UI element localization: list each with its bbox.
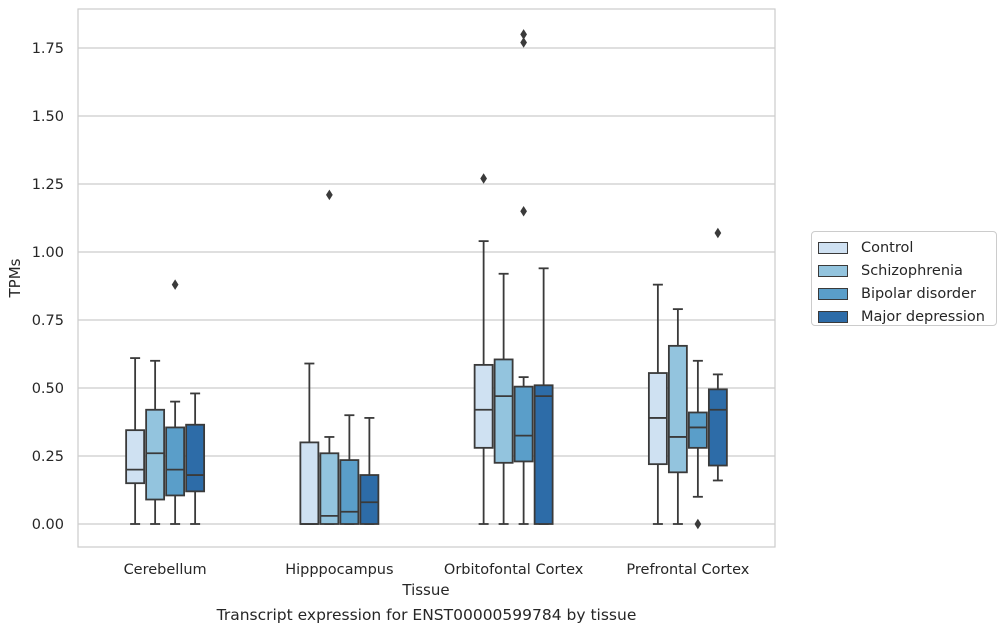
- outlier-point: [326, 189, 333, 201]
- y-tick-label: 1.50: [32, 109, 64, 125]
- legend-label: Control: [861, 239, 914, 256]
- x-axis-label: Tissue: [401, 581, 449, 599]
- outlier-point: [520, 37, 527, 48]
- y-tick-label: 0.75: [32, 313, 64, 329]
- box-body: [473, 363, 494, 449]
- box-body: [667, 344, 688, 474]
- box-groups: [125, 29, 728, 530]
- legend-swatch: [818, 264, 848, 277]
- legend: Control Schizophrenia Bipolar disorder Majo…: [811, 231, 997, 326]
- x-tick-label: Prefrontal Cortex: [626, 562, 749, 578]
- y-tick-label: 1.75: [32, 41, 64, 57]
- outlier-point: [480, 173, 487, 184]
- legend-swatch: [818, 287, 848, 300]
- box-major-depression: [359, 417, 380, 525]
- box-body: [319, 452, 340, 525]
- legend-item: Bipolar disorder: [812, 282, 996, 305]
- legend-swatch: [818, 241, 848, 254]
- box-body: [145, 408, 166, 501]
- plot-frame: [77, 8, 776, 548]
- box-body: [687, 411, 708, 449]
- outlier-point: [520, 29, 527, 40]
- box-control: [299, 362, 320, 525]
- box-schizophrenia: [493, 272, 514, 525]
- box-schizophrenia: [145, 359, 166, 525]
- box-major-depression: [185, 392, 206, 525]
- legend-label: Schizophrenia: [861, 262, 963, 279]
- legend-swatch: [818, 310, 848, 323]
- outlier-point: [171, 279, 179, 290]
- y-tick-label: 1.00: [32, 245, 64, 261]
- legend-label: Major depression: [861, 308, 985, 325]
- box-major-depression: [533, 267, 554, 525]
- box-body: [533, 384, 554, 525]
- box-schizophrenia: [667, 308, 688, 525]
- outlier-point: [714, 227, 722, 239]
- outlier-point: [694, 518, 702, 530]
- y-tick-label: 1.25: [32, 177, 64, 193]
- x-tick-label: Orbitofontal Cortex: [444, 562, 584, 578]
- legend-item: Control: [812, 236, 996, 259]
- y-tick-label: 0.00: [32, 517, 64, 533]
- box-body: [493, 358, 514, 464]
- box-body: [513, 385, 534, 463]
- x-axis-ticks: Cerebellum Hipppocampus Orbitofontal Corte…: [124, 562, 750, 578]
- box-body: [707, 388, 728, 467]
- figure-caption: Transcript expression for ENST0000059978…: [216, 606, 637, 624]
- box-control: [125, 357, 146, 525]
- box-body: [125, 429, 146, 485]
- legend-label: Bipolar disorder: [861, 285, 976, 302]
- box-bipolar-disorder: [339, 414, 360, 525]
- legend-item: Schizophrenia: [812, 259, 996, 282]
- box-bipolar-disorder: [513, 29, 534, 525]
- y-tick-label: 0.50: [32, 381, 64, 397]
- box-bipolar-disorder: [165, 279, 186, 525]
- y-axis-label: TPMs: [6, 258, 24, 298]
- box-body: [165, 426, 186, 497]
- y-axis-ticks: 0.00 0.25 0.50 0.75 1.00 1.25 1.50 1.75: [32, 41, 64, 533]
- y-tick-label: 0.25: [32, 449, 64, 465]
- box-major-depression: [707, 227, 728, 482]
- box-body: [339, 459, 360, 525]
- legend-item: Major depression: [812, 305, 996, 328]
- x-tick-label: Cerebellum: [124, 562, 207, 578]
- box-schizophrenia: [319, 189, 340, 525]
- box-body: [185, 423, 206, 493]
- box-body: [299, 441, 320, 525]
- box-control: [473, 173, 494, 525]
- outlier-point: [520, 205, 527, 217]
- box-body: [359, 474, 380, 525]
- box-control: [647, 283, 668, 525]
- x-tick-label: Hipppocampus: [285, 562, 393, 578]
- box-bipolar-disorder: [687, 359, 708, 530]
